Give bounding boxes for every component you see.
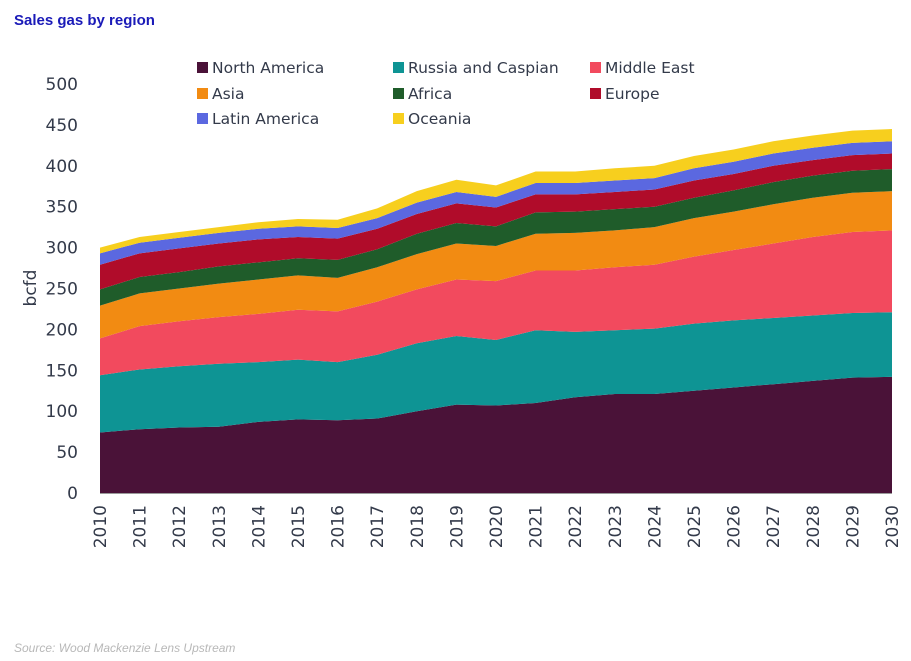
x-tick-label: 2019 bbox=[447, 505, 467, 548]
y-tick-label: 450 bbox=[46, 116, 78, 136]
legend-label-africa: Africa bbox=[408, 85, 452, 103]
x-tick-label: 2011 bbox=[131, 505, 151, 548]
legend-swatch-oceania bbox=[393, 113, 404, 124]
x-axis: 2010 2011 2012 2013 2014 2015 2016 2017 2018 2019… bbox=[91, 493, 903, 548]
x-tick-label: 2016 bbox=[329, 505, 349, 548]
y-axis-label: bcfd bbox=[21, 270, 41, 307]
area-series-group bbox=[100, 128, 892, 493]
legend-swatch-europe bbox=[590, 88, 601, 99]
area-middle-east bbox=[100, 230, 892, 376]
legend-swatch-north-america bbox=[197, 62, 208, 73]
y-tick-label: 500 bbox=[46, 75, 78, 95]
x-tick-label: 2027 bbox=[764, 505, 784, 548]
x-tick-label: 2015 bbox=[289, 505, 309, 548]
y-tick-label: 100 bbox=[46, 402, 78, 422]
x-tick-label: 2025 bbox=[685, 505, 705, 548]
x-tick-label: 2028 bbox=[804, 505, 824, 548]
legend-swatch-russia-and-caspian bbox=[393, 62, 404, 73]
x-tick-label: 2026 bbox=[725, 505, 745, 548]
x-tick-label: 2022 bbox=[566, 505, 586, 548]
legend-label-asia: Asia bbox=[212, 85, 244, 103]
area-north-america bbox=[100, 376, 892, 493]
x-tick-label: 2014 bbox=[249, 505, 269, 548]
x-tick-label: 2023 bbox=[606, 505, 626, 548]
source-note: Source: Wood Mackenzie Lens Upstream bbox=[14, 641, 236, 655]
x-tick-label: 2013 bbox=[210, 505, 230, 548]
x-tick-label: 2020 bbox=[487, 505, 507, 548]
legend-label-north-america: North America bbox=[212, 59, 324, 77]
x-tick-label: 2012 bbox=[170, 505, 190, 548]
legend-label-latin-america: Latin America bbox=[212, 110, 319, 128]
x-tick-label: 2024 bbox=[645, 505, 665, 548]
y-tick-label: 300 bbox=[46, 239, 78, 259]
x-tick-label: 2017 bbox=[368, 505, 388, 548]
legend-swatch-africa bbox=[393, 88, 404, 99]
legend-swatch-latin-america bbox=[197, 113, 208, 124]
x-tick-label: 2029 bbox=[843, 505, 863, 548]
area-africa bbox=[100, 169, 892, 306]
legend-label-oceania: Oceania bbox=[408, 110, 471, 128]
y-tick-label: 350 bbox=[46, 198, 78, 218]
legend-swatch-asia bbox=[197, 88, 208, 99]
area-europe bbox=[100, 153, 892, 290]
y-tick-label: 0 bbox=[67, 484, 78, 504]
area-oceania bbox=[100, 128, 892, 254]
x-tick-label: 2010 bbox=[91, 505, 111, 548]
area-latin-america bbox=[100, 141, 892, 265]
area-asia bbox=[100, 191, 892, 339]
y-tick-label: 200 bbox=[46, 320, 78, 340]
y-tick-label: 250 bbox=[46, 280, 78, 300]
y-tick-label: 50 bbox=[56, 443, 78, 463]
legend-label-europe: Europe bbox=[605, 85, 660, 103]
y-tick-label: 400 bbox=[46, 157, 78, 177]
y-axis: 0 50 100 150 200 250 300 350 400 450 500 bbox=[46, 75, 78, 504]
legend-label-middle-east: Middle East bbox=[605, 59, 695, 77]
x-tick-label: 2018 bbox=[408, 505, 428, 548]
legend: North America Russia and Caspian Middle Ea… bbox=[197, 59, 695, 128]
chart-title: Sales gas by region bbox=[14, 12, 155, 29]
area-russia-and-caspian bbox=[100, 312, 892, 433]
y-tick-label: 150 bbox=[46, 361, 78, 381]
x-tick-label: 2030 bbox=[883, 505, 903, 548]
legend-swatch-middle-east bbox=[590, 62, 601, 73]
legend-label-russia-and-caspian: Russia and Caspian bbox=[408, 59, 559, 77]
x-tick-label: 2021 bbox=[527, 505, 547, 548]
